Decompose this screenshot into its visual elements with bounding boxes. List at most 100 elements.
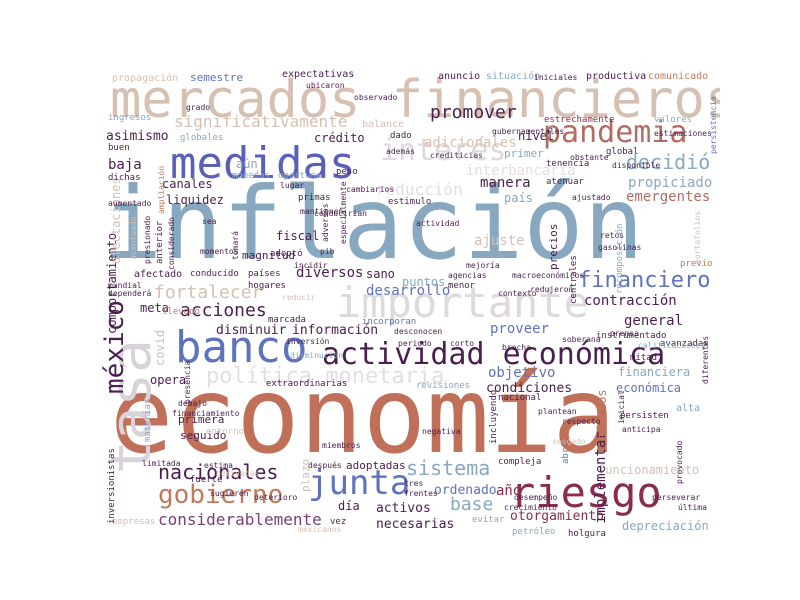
word: inversión xyxy=(286,337,330,346)
word: ubicaron xyxy=(306,81,345,90)
word: contexto xyxy=(498,289,537,298)
word: provocado xyxy=(675,440,684,484)
word: revisiones xyxy=(416,381,471,391)
word: llevado xyxy=(162,307,200,317)
word: tenencia xyxy=(546,159,590,169)
word: banco xyxy=(175,322,308,373)
word: ajuste xyxy=(474,233,525,249)
word: valores xyxy=(654,115,692,125)
word: balance xyxy=(362,119,405,130)
word: sea xyxy=(202,217,217,226)
word: objetivo xyxy=(488,365,556,381)
word: decidió xyxy=(626,150,711,174)
word: adoptó xyxy=(270,249,303,259)
word: liquidez xyxy=(166,193,224,207)
word: instrumentado xyxy=(596,331,667,341)
word: opera xyxy=(150,373,187,387)
word: derivadas xyxy=(216,469,260,478)
word: monedas xyxy=(232,171,270,181)
word: junta xyxy=(308,463,411,503)
word: estrechamente xyxy=(544,115,615,125)
word: prensa xyxy=(610,329,639,338)
word: países xyxy=(248,269,281,279)
word: información xyxy=(292,323,379,338)
word: crecimiento xyxy=(504,503,557,512)
word: considerado xyxy=(167,217,176,270)
word: diversos xyxy=(296,265,364,281)
word: además xyxy=(386,147,415,156)
word: momentos xyxy=(200,247,239,256)
word: situación xyxy=(486,71,541,82)
word: fuerte xyxy=(190,475,223,485)
word: petróleo xyxy=(512,527,556,537)
word: sesgado xyxy=(552,437,586,446)
word: actividad xyxy=(416,219,460,228)
word: necesarias xyxy=(376,517,455,532)
word: política monetaria xyxy=(206,364,445,389)
word: seguido xyxy=(180,429,227,442)
word: obstante xyxy=(570,153,609,162)
word: diferentes xyxy=(701,335,710,384)
word: extraordinarias xyxy=(266,379,348,389)
word: base xyxy=(450,494,494,515)
word-cloud: mercados financieros economía inflación … xyxy=(100,64,720,540)
word: reducir xyxy=(282,293,316,302)
word: inversionistas xyxy=(107,448,117,524)
word: desempeño xyxy=(514,493,558,502)
word: efectos xyxy=(595,389,609,440)
word: limitada xyxy=(142,459,181,468)
word: aún xyxy=(236,157,258,171)
word: actividad económica xyxy=(322,337,666,372)
word: comunicado xyxy=(648,71,709,82)
word: asimismo xyxy=(106,129,169,144)
word: mexicanos xyxy=(298,525,342,534)
word: afectaciones xyxy=(109,177,123,264)
word: acciones xyxy=(180,300,267,321)
word: oportuna xyxy=(278,171,322,181)
word: activos xyxy=(376,501,431,516)
word: económica xyxy=(616,381,682,395)
word: menor xyxy=(448,281,476,291)
word: global xyxy=(606,147,639,157)
word: considerablemente xyxy=(158,510,322,529)
word: fortalecer xyxy=(154,282,263,303)
word: depreciación xyxy=(622,519,709,533)
word: nivel xyxy=(518,129,555,143)
word: perseverar xyxy=(652,493,701,502)
word: especialmente xyxy=(339,181,348,244)
word: evitar xyxy=(472,515,505,525)
word: ordenado xyxy=(434,483,497,498)
word: año xyxy=(496,483,522,499)
word: corto xyxy=(450,339,475,348)
word: emergentes xyxy=(626,189,711,205)
word: persistencia xyxy=(709,96,718,154)
word: última xyxy=(678,503,707,512)
word: dado xyxy=(390,131,412,141)
word: macroeconómicos xyxy=(512,271,585,280)
word: entorno xyxy=(206,427,244,437)
word: otorgamiento xyxy=(510,509,604,524)
word: alta xyxy=(676,403,701,414)
word: dichas xyxy=(108,173,141,183)
word: riesgo xyxy=(510,468,662,517)
word: propiciado xyxy=(628,175,713,191)
word: recomposición xyxy=(615,223,625,294)
word: financiero xyxy=(578,268,711,293)
word: empresas xyxy=(112,517,156,527)
word: financiamiento xyxy=(172,409,240,418)
word: anticipa xyxy=(622,425,661,434)
word: meta xyxy=(140,301,169,315)
word: mantienen xyxy=(300,207,344,216)
word: gasolinas xyxy=(598,243,642,252)
word: productiva xyxy=(586,71,647,82)
word: mitad xyxy=(630,353,658,363)
word: interbancaria xyxy=(466,163,576,179)
word: lugar xyxy=(280,181,305,190)
word: importante xyxy=(336,278,589,327)
word: promover xyxy=(430,102,517,123)
word: país xyxy=(504,191,533,205)
word: primas xyxy=(298,193,331,203)
word: después xyxy=(308,461,342,470)
word: crédito xyxy=(314,131,365,145)
word: reducción xyxy=(376,180,463,199)
